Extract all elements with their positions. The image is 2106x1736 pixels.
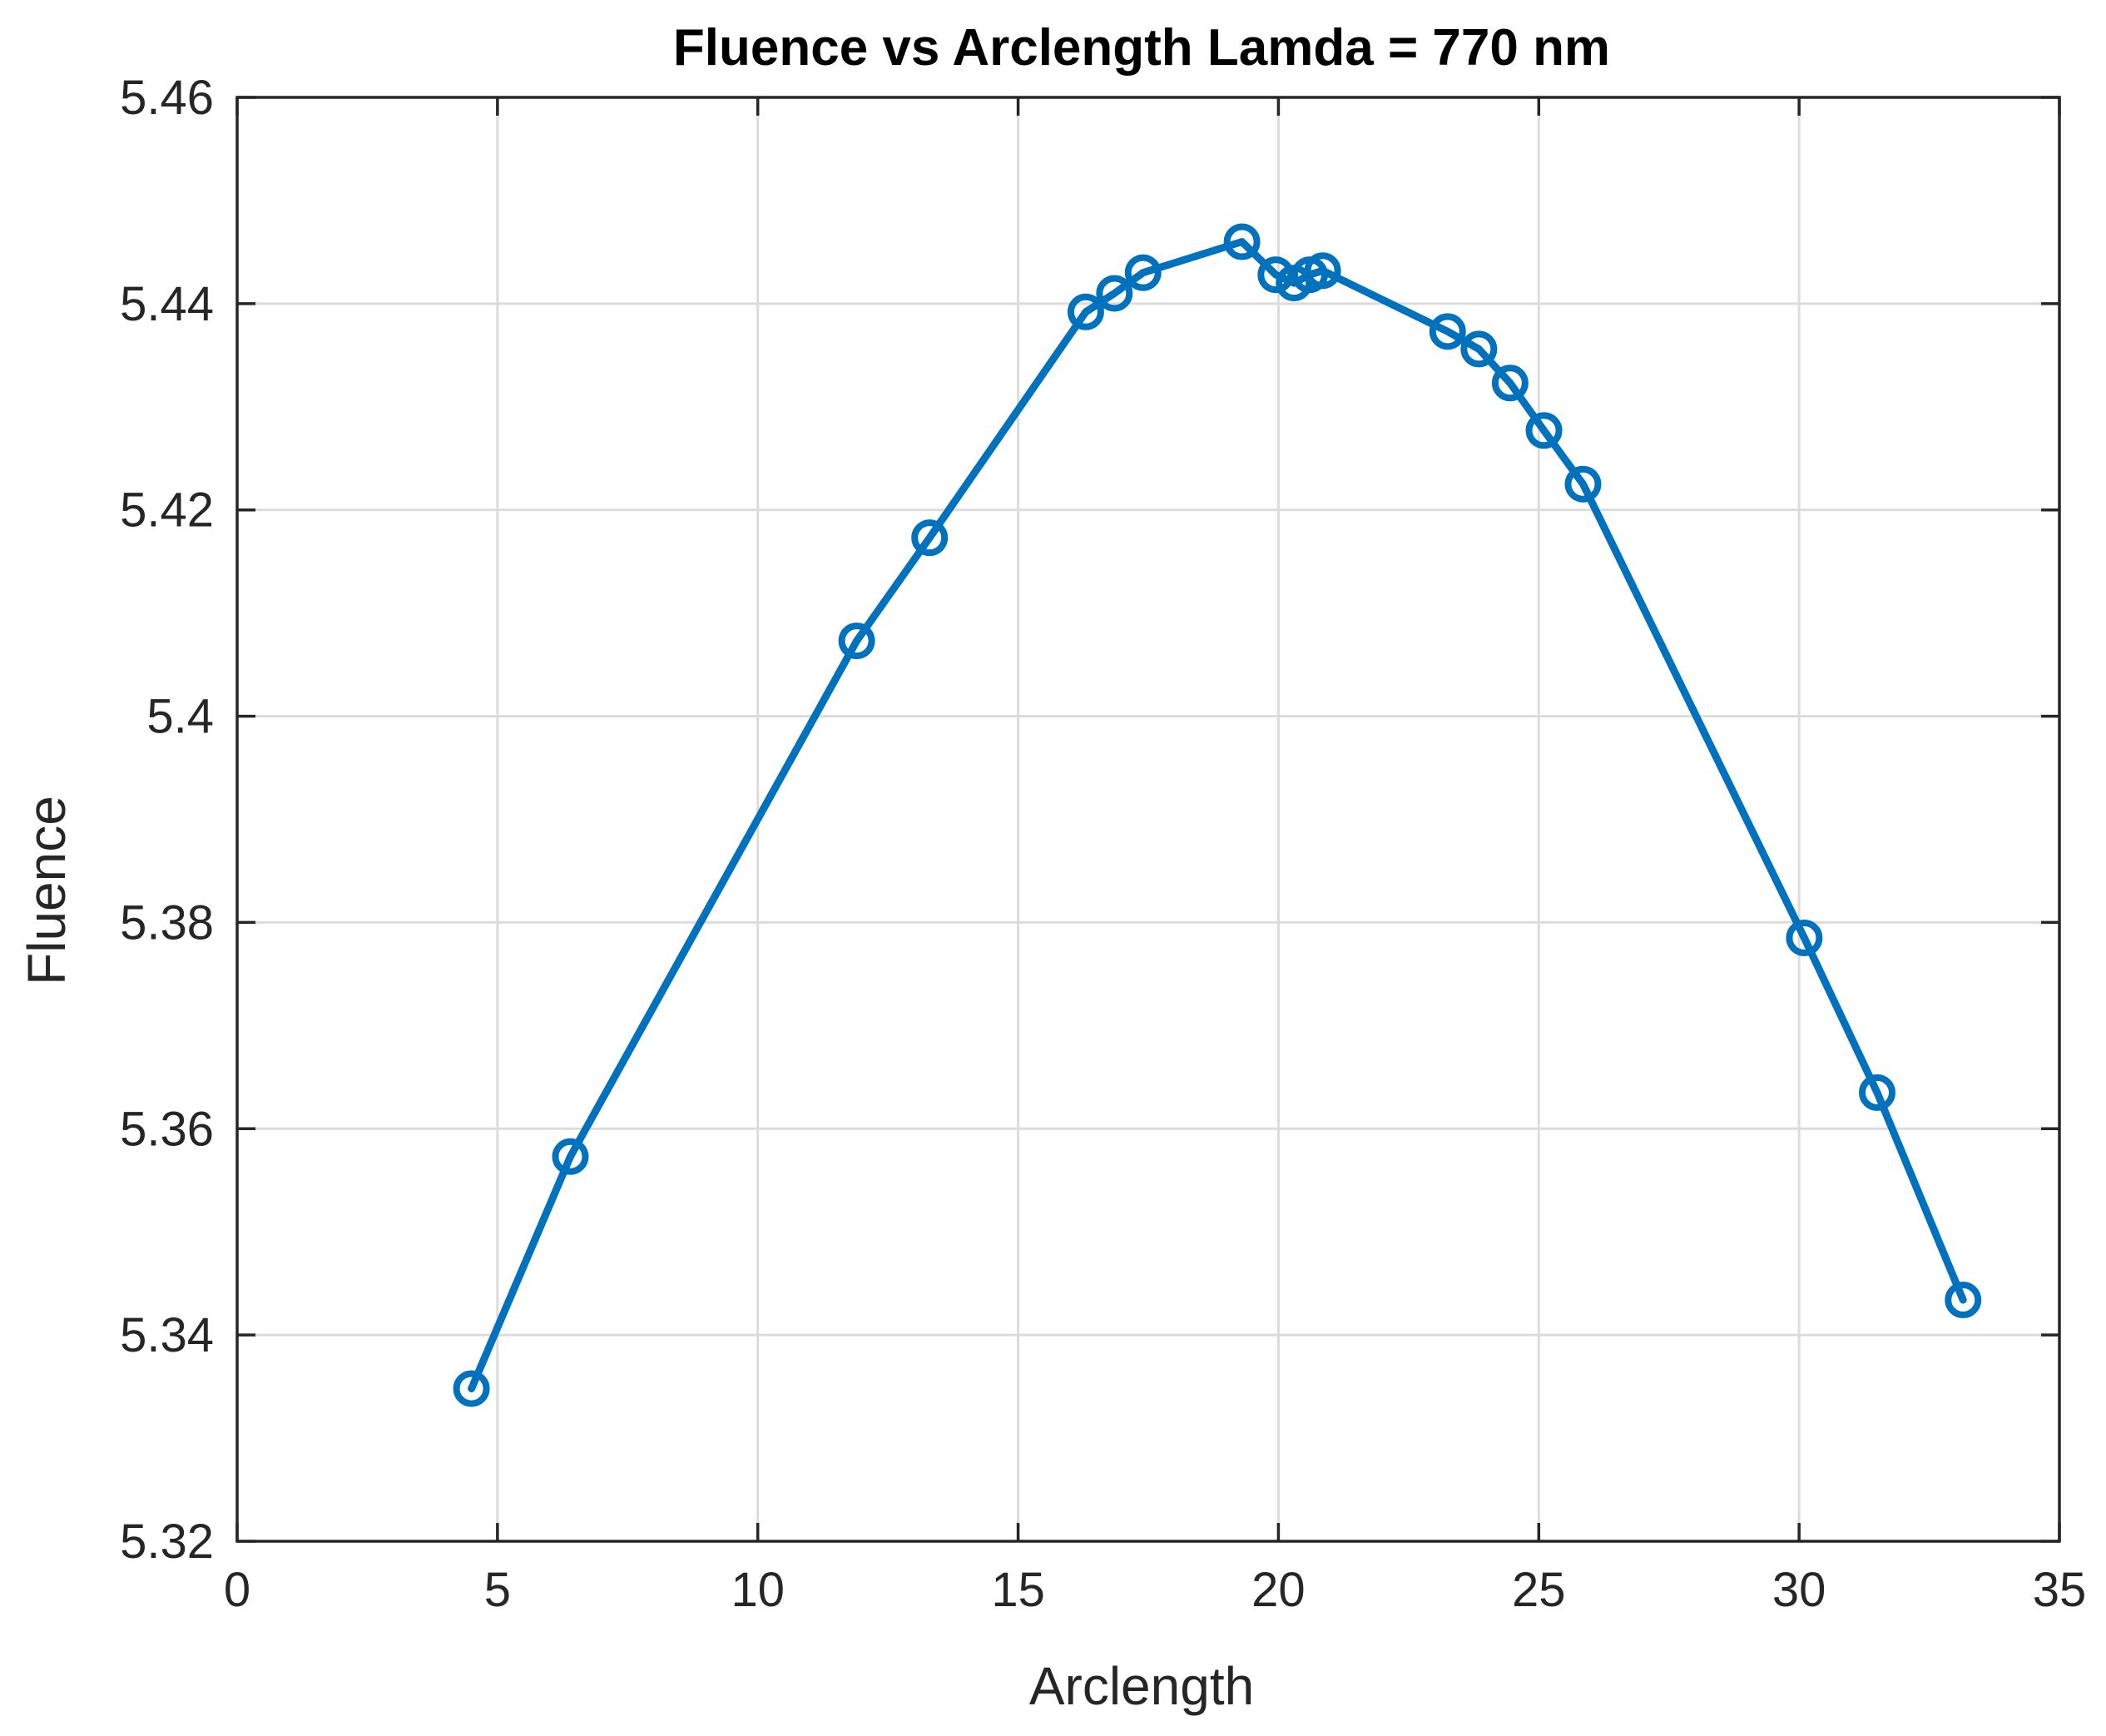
data-point-marker <box>453 1370 490 1407</box>
data-point-marker <box>1525 412 1563 449</box>
data-point-marker <box>911 519 949 557</box>
x-tick-label: 15 <box>991 1563 1045 1617</box>
series-line <box>468 238 1967 1393</box>
y-tick-label: 5.34 <box>120 1308 214 1362</box>
data-point-marker <box>1945 1282 1982 1319</box>
y-tick-label: 5.4 <box>146 690 214 744</box>
x-tick-label: 30 <box>1772 1563 1826 1617</box>
x-tick-label: 35 <box>2033 1563 2087 1617</box>
x-tick-label: 10 <box>731 1563 785 1617</box>
y-tick-label: 5.42 <box>120 484 214 538</box>
y-tick-labels: 5.32 5.34 5.36 5.38 5.4 5.42 5.44 5.46 <box>120 71 214 1569</box>
y-tick-label: 5.44 <box>120 277 214 331</box>
data-point-marker <box>552 1138 589 1175</box>
data-point-marker <box>838 622 875 660</box>
x-tick-label: 25 <box>1512 1563 1566 1617</box>
data-point-marker <box>1124 254 1162 291</box>
data-point-marker <box>1257 256 1295 294</box>
data-point-marker <box>1067 293 1104 330</box>
tick-marks <box>235 96 2061 1543</box>
data-point-marker <box>1304 252 1341 290</box>
data-point-marker <box>1460 330 1498 368</box>
x-tick-label: 20 <box>1251 1563 1306 1617</box>
data-point-marker <box>1223 223 1261 260</box>
y-tick-label: 5.46 <box>120 71 214 125</box>
data-point-marker <box>1564 465 1602 503</box>
x-axis-title: Arclength <box>1029 1656 1254 1716</box>
data-point-marker <box>1096 275 1133 312</box>
axes-box <box>235 96 2061 1543</box>
x-tick-label: 5 <box>484 1563 511 1617</box>
chart-title: Fluence vs Arclength Lamda = 770 nm <box>673 19 1610 77</box>
data-point-marker <box>1429 313 1466 350</box>
grid-lines <box>237 97 2059 1541</box>
data-point-marker <box>1786 920 1823 957</box>
data-point-marker <box>1859 1074 1895 1111</box>
plot-series <box>453 223 1982 1407</box>
x-tick-labels: 0 5 10 15 20 25 30 35 <box>224 1563 2086 1617</box>
x-tick-label: 0 <box>224 1563 250 1617</box>
y-tick-label: 5.36 <box>120 1102 214 1156</box>
data-point-marker <box>1491 365 1529 402</box>
y-tick-label: 5.32 <box>120 1515 214 1569</box>
y-tick-label: 5.38 <box>120 895 214 950</box>
y-axis-title: Fluence <box>17 796 77 985</box>
